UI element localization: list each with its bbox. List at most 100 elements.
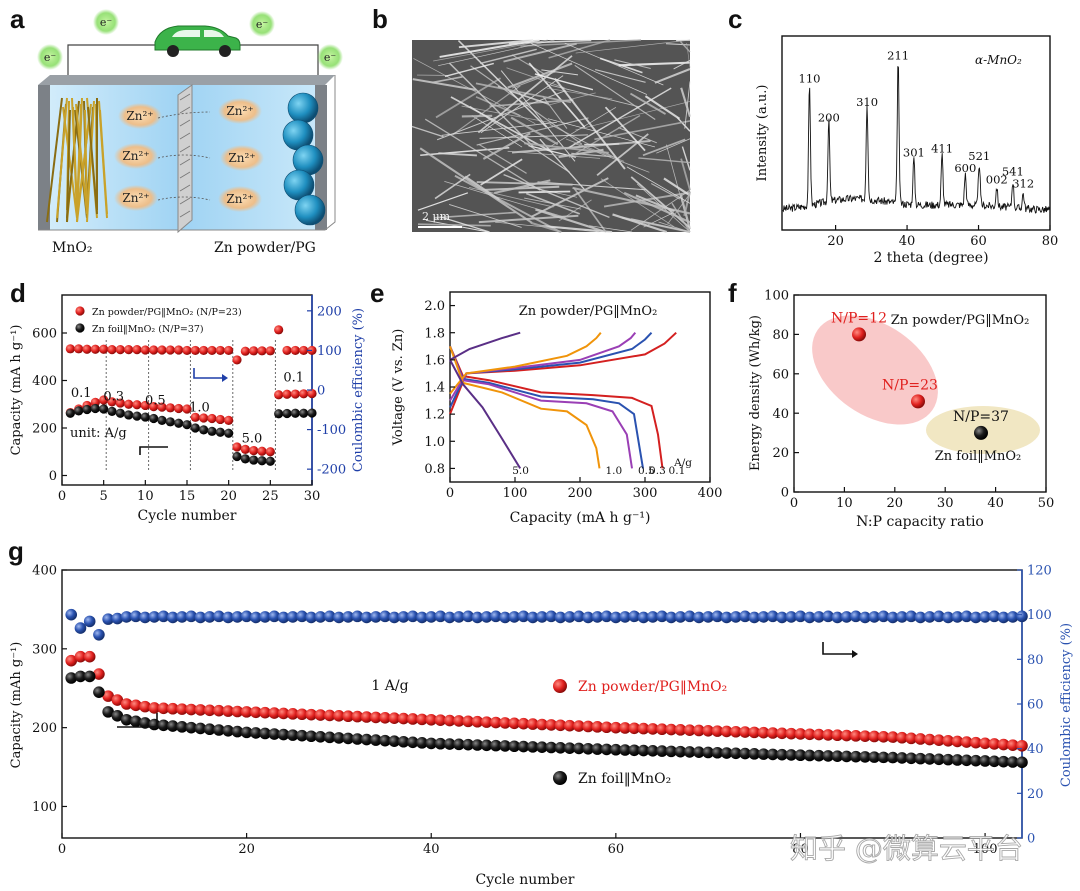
sem-nanowire bbox=[565, 138, 625, 162]
energy-ylabel: Energy density (Wh/kg) bbox=[748, 315, 763, 471]
sem-nanowire bbox=[618, 61, 691, 67]
energy-ytick-label: 40 bbox=[772, 407, 789, 422]
ce-axis-arrow bbox=[193, 368, 222, 379]
ce-point bbox=[711, 610, 724, 623]
ce-point bbox=[471, 611, 484, 624]
sem-nanowire bbox=[564, 42, 664, 86]
sem-nanowire bbox=[411, 125, 444, 138]
sem-nanowire bbox=[525, 192, 581, 215]
powder-capacity-point bbox=[397, 712, 410, 725]
foil-capacity-point bbox=[933, 753, 945, 766]
ce-point bbox=[748, 611, 761, 624]
cycle-ce-ytick-label: 20 bbox=[1027, 787, 1044, 802]
powder-capacity-point bbox=[1006, 739, 1019, 751]
cycle-xtick-label: 0 bbox=[58, 842, 66, 857]
ce-point bbox=[886, 611, 899, 624]
foil-capacity-point bbox=[757, 748, 770, 760]
sem-nanowire bbox=[464, 175, 501, 201]
foil-capacity-point bbox=[130, 715, 142, 728]
sem-nanowire bbox=[469, 186, 554, 208]
powder-capacity-point bbox=[268, 707, 281, 719]
powder-capacity-point bbox=[443, 714, 456, 727]
sem-nanowire bbox=[667, 193, 691, 225]
foil-capacity-point bbox=[766, 748, 779, 761]
plot-frame bbox=[781, 35, 1051, 231]
foil-capacity-point bbox=[82, 404, 92, 415]
charge-curve-5.0 bbox=[449, 331, 521, 361]
foil-capacity-point bbox=[140, 412, 150, 422]
powder-capacity-point bbox=[259, 706, 271, 719]
powder-capacity-point bbox=[130, 699, 142, 712]
powder-capacity-point bbox=[286, 708, 299, 720]
sem-nanowire bbox=[438, 152, 477, 157]
ce-point bbox=[591, 611, 604, 623]
powder-capacity-point bbox=[508, 717, 521, 730]
ce-point bbox=[277, 611, 290, 624]
foil-capacity-point bbox=[850, 750, 862, 763]
rate-label: 0.5 bbox=[145, 393, 166, 408]
foil-capacity-point bbox=[896, 752, 908, 764]
ion-arrow bbox=[157, 196, 211, 201]
foil-capacity-point bbox=[207, 426, 217, 436]
powder-capacity-point bbox=[563, 719, 576, 732]
sem-nanowire bbox=[457, 40, 547, 128]
energy-xtick-label: 0 bbox=[790, 496, 798, 511]
sem-nanowire bbox=[508, 39, 592, 45]
powder-capacity-point bbox=[850, 730, 862, 742]
sem-nanowire bbox=[424, 118, 541, 191]
sem-nanowire bbox=[643, 213, 673, 228]
sem-nanowire bbox=[614, 59, 651, 70]
rate-curve-label: 0.3 bbox=[649, 465, 666, 477]
ce-point bbox=[83, 615, 96, 628]
ce-point bbox=[360, 611, 373, 624]
powder-capacity-point bbox=[803, 728, 816, 741]
sem-nanowire bbox=[413, 58, 536, 124]
sem-nanowire bbox=[434, 173, 471, 200]
foil-capacity-point bbox=[93, 686, 105, 698]
foil-capacity-point bbox=[554, 742, 567, 754]
powder-capacity-point bbox=[165, 403, 175, 413]
sem-nanowire bbox=[417, 192, 469, 211]
legend-powder-label: Zn powder/PG‖MnO₂ (N/P=23) bbox=[92, 307, 242, 318]
foil-capacity-point bbox=[111, 710, 124, 722]
powder-capacity-point bbox=[132, 400, 142, 410]
foil-capacity-point bbox=[165, 417, 175, 427]
cycle-ytick-label: 300 bbox=[32, 642, 57, 657]
sem-nanowire bbox=[594, 120, 691, 141]
foil-capacity-point bbox=[683, 746, 696, 758]
xrd-peak-label: 312 bbox=[1012, 176, 1034, 190]
ce-point bbox=[840, 611, 853, 623]
legend-foil-marker bbox=[75, 323, 85, 333]
sem-nanowire bbox=[571, 152, 612, 158]
powder-capacity-point bbox=[323, 709, 336, 722]
sem-nanowire bbox=[479, 134, 588, 139]
ce-point bbox=[702, 611, 714, 623]
powder-capacity-point bbox=[859, 730, 871, 742]
foil-capacity-point bbox=[628, 744, 641, 757]
ce-point bbox=[628, 610, 641, 623]
panel-label-a: a bbox=[10, 4, 25, 34]
ce-point bbox=[905, 610, 918, 623]
powder-capacity-point bbox=[107, 397, 117, 407]
ce-point bbox=[124, 345, 134, 355]
foil-capacity-point bbox=[268, 728, 281, 740]
powder-capacity-point bbox=[111, 694, 124, 706]
energy-point-label: N/P=37 bbox=[953, 409, 1009, 425]
energy-xtick-label: 50 bbox=[1038, 496, 1055, 511]
sem-nanowire bbox=[680, 87, 692, 117]
ce-point bbox=[149, 345, 159, 355]
foil-capacity-point bbox=[748, 748, 761, 760]
foil-capacity-point bbox=[840, 750, 853, 763]
sem-nanowire bbox=[612, 213, 668, 234]
foil-capacity-point bbox=[299, 408, 309, 418]
powder-capacity-point bbox=[960, 736, 973, 748]
electron-label: e⁻ bbox=[324, 51, 337, 64]
powder-capacity-point bbox=[222, 705, 234, 717]
foil-capacity-point bbox=[351, 733, 364, 745]
foil-capacity-point bbox=[499, 740, 511, 752]
sem-nanowire bbox=[604, 106, 646, 152]
volt-ytick-label: 1.8 bbox=[424, 326, 445, 341]
ce-point bbox=[165, 345, 175, 355]
powder-capacity-point bbox=[139, 700, 151, 713]
